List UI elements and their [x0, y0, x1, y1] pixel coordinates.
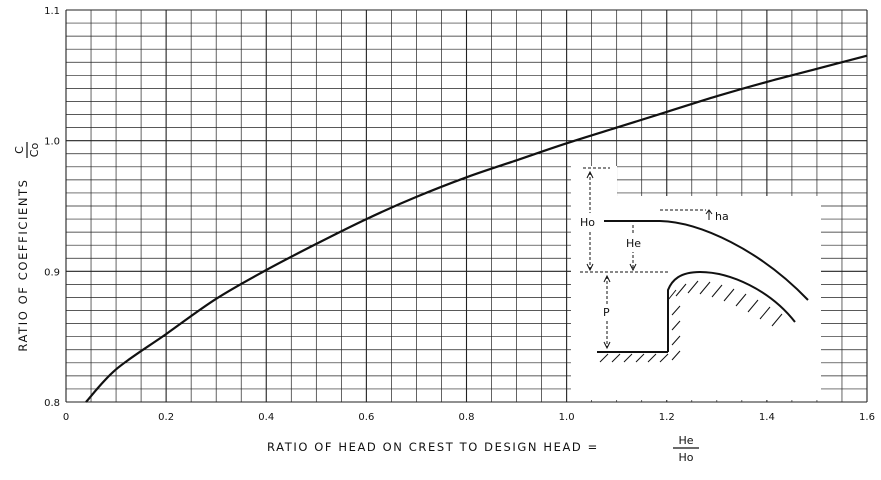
- x-tick-label: 1.6: [859, 412, 875, 423]
- y-fraction-numerator: C: [13, 146, 26, 154]
- ho-label: Ho: [580, 216, 595, 229]
- y-tick-label: 0.9: [44, 267, 60, 278]
- x-tick-label: 1.0: [559, 412, 575, 423]
- inset-mask-main: [571, 196, 821, 400]
- x-tick-label: 0.2: [158, 412, 174, 423]
- x-fraction-denominator: Ho: [678, 451, 693, 464]
- x-tick-label: 0: [63, 412, 69, 423]
- x-tick-label: 0.6: [358, 412, 374, 423]
- p-label: P: [603, 306, 610, 319]
- x-tick-label: 1.2: [659, 412, 675, 423]
- coefficient-curve: [85, 54, 868, 403]
- x-tick-label: 1.4: [759, 412, 775, 423]
- floor-hatching: [599, 353, 669, 363]
- y-tick-label: 1.0: [44, 137, 60, 148]
- water-surface: [604, 220, 809, 301]
- tick-labels: 0 0.2 0.4 0.6 0.8 1.0 1.2 1.4 1.6 0.8 0.9 1.0 1.1: [44, 6, 875, 423]
- x-tick-label: 0.4: [258, 412, 274, 423]
- he-label: He: [626, 237, 641, 250]
- x-tick-label: 0.8: [459, 412, 475, 423]
- x-fraction-numerator: He: [678, 434, 693, 447]
- y-axis-label: RATIO OF COEFFICIENTS: [16, 178, 30, 351]
- y-tick-label: 1.1: [44, 6, 60, 17]
- y-axis-fraction: C Co: [13, 142, 41, 158]
- weir-crest-inset: Ho He ha P: [571, 166, 821, 400]
- y-fraction-denominator: Co: [28, 143, 41, 158]
- inset-mask-top: [571, 166, 617, 196]
- weir-profile: [667, 270, 796, 352]
- weir-hatching: [667, 280, 783, 361]
- x-axis-label: RATIO OF HEAD ON CREST TO DESIGN HEAD =: [267, 440, 599, 454]
- y-tick-label: 0.8: [44, 398, 60, 409]
- ha-label: ha: [715, 210, 729, 223]
- y-axis-label-group: RATIO OF COEFFICIENTS: [16, 178, 30, 351]
